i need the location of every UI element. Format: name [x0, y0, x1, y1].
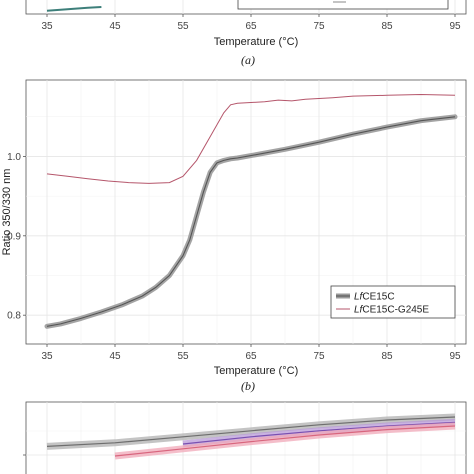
- panel-a-x-axis-title: Temperature (°C): [214, 36, 298, 48]
- panel-b-legend-label-1-italic: Lf: [354, 305, 364, 316]
- panel-b-series-1-line: [46, 93, 456, 184]
- panel-a-x-tick-label: 35: [41, 21, 53, 32]
- panel-a-x-tick-label: 95: [449, 21, 461, 32]
- panel-b: 35 45 55 65 75 85 95 0.8 0.9 1.0 Temperature (°C) R…: [1, 79, 467, 393]
- panel-b-x-tick-label: 95: [449, 351, 461, 362]
- panel-b-y-tick-label: 0.9: [7, 231, 21, 242]
- panel-a-x-tick-label: 45: [109, 21, 121, 32]
- panel-b-y-tick-label: 1.0: [7, 152, 21, 163]
- panel-b-x-tick-label: 85: [381, 351, 393, 362]
- panel-b-caption: (b): [241, 379, 255, 393]
- panel-b-x-axis-title: Temperature (°C): [214, 365, 298, 377]
- panel-c-series-0-line: [46, 416, 456, 447]
- panel-b-legend-label-0: LfCE15C: [354, 292, 395, 303]
- panel-b-legend-label-1-rest: CE15C-G245E: [362, 305, 429, 316]
- panel-a-x-tick-label: 65: [245, 21, 257, 32]
- panel-b-x-tick-label: 45: [109, 351, 121, 362]
- panel-b-y-tick-label: 0.8: [7, 311, 21, 322]
- panel-b-x-tick-label: 35: [41, 351, 53, 362]
- panel-c-series-1-line: [182, 421, 456, 445]
- panel-b-series-0-line: [46, 116, 456, 327]
- panel-a-x-tick-label: 55: [177, 21, 189, 32]
- panel-b-legend-frame: [330, 285, 456, 319]
- panel-c-series-2-line: [114, 425, 456, 457]
- panel-b-y-axis-title: Ratio 350/330 nm: [1, 169, 13, 256]
- panel-a-legend-frame: [237, 0, 449, 10]
- panel-b-legend-label-1: LfCE15C-G245E: [354, 305, 429, 316]
- panel-a: 35 45 55 65 75 85 95 Temperature (°C) (a): [25, 0, 467, 67]
- panel-b-legend-label-0-rest: CE15C: [362, 292, 394, 303]
- panel-c: [23, 401, 467, 474]
- panel-a-series-line: [46, 6, 102, 12]
- panel-b-legend-label-0-italic: Lf: [354, 292, 364, 303]
- panel-a-caption: (a): [241, 53, 255, 67]
- panel-a-x-tick-label: 75: [313, 21, 325, 32]
- panel-b-x-tick-label: 65: [245, 351, 257, 362]
- panel-a-x-tick-label: 85: [381, 21, 393, 32]
- panel-b-x-tick-label: 75: [313, 351, 325, 362]
- panel-b-x-tick-label: 55: [177, 351, 189, 362]
